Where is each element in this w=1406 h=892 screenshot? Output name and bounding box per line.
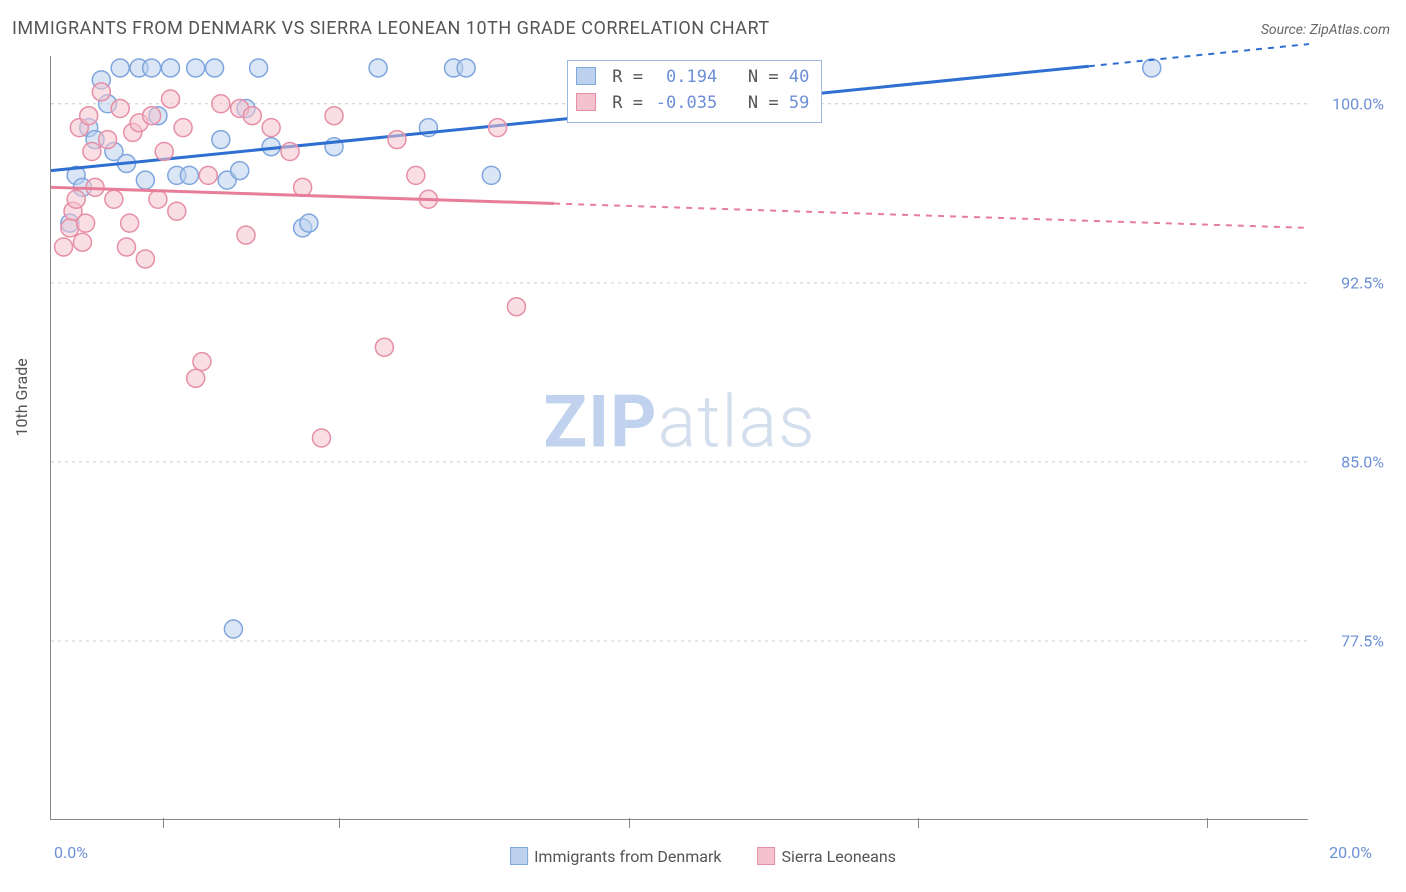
legend-item: Sierra Leoneans [758, 847, 896, 866]
bottom-legend: Immigrants from Denmark Sierra Leoneans [510, 847, 896, 866]
x-tick [339, 818, 340, 828]
x-axis-min: 0.0% [54, 843, 88, 862]
legend-item: Immigrants from Denmark [510, 847, 721, 866]
x-axis-max: 20.0% [1329, 843, 1372, 862]
stats-box: R = 0.194 N = 40 R = -0.035 N = 59 [567, 60, 822, 123]
y-tick-label: 92.5% [1341, 273, 1384, 292]
x-tick [1207, 818, 1208, 828]
x-tick [918, 818, 919, 828]
y-tick-label: 85.0% [1341, 452, 1384, 471]
x-tick [163, 818, 164, 828]
y-axis-label: 10th Grade [12, 358, 31, 436]
y-tick-label: 77.5% [1341, 631, 1384, 650]
chart-title: IMMIGRANTS FROM DENMARK VS SIERRA LEONEA… [12, 18, 770, 39]
source-label: Source: ZipAtlas.com [1261, 22, 1390, 38]
plot-area: ZIPatlas R = 0.194 N = 40 R = -0.035 N =… [50, 56, 1308, 820]
x-tick [629, 818, 630, 828]
y-tick-label: 100.0% [1332, 94, 1384, 113]
